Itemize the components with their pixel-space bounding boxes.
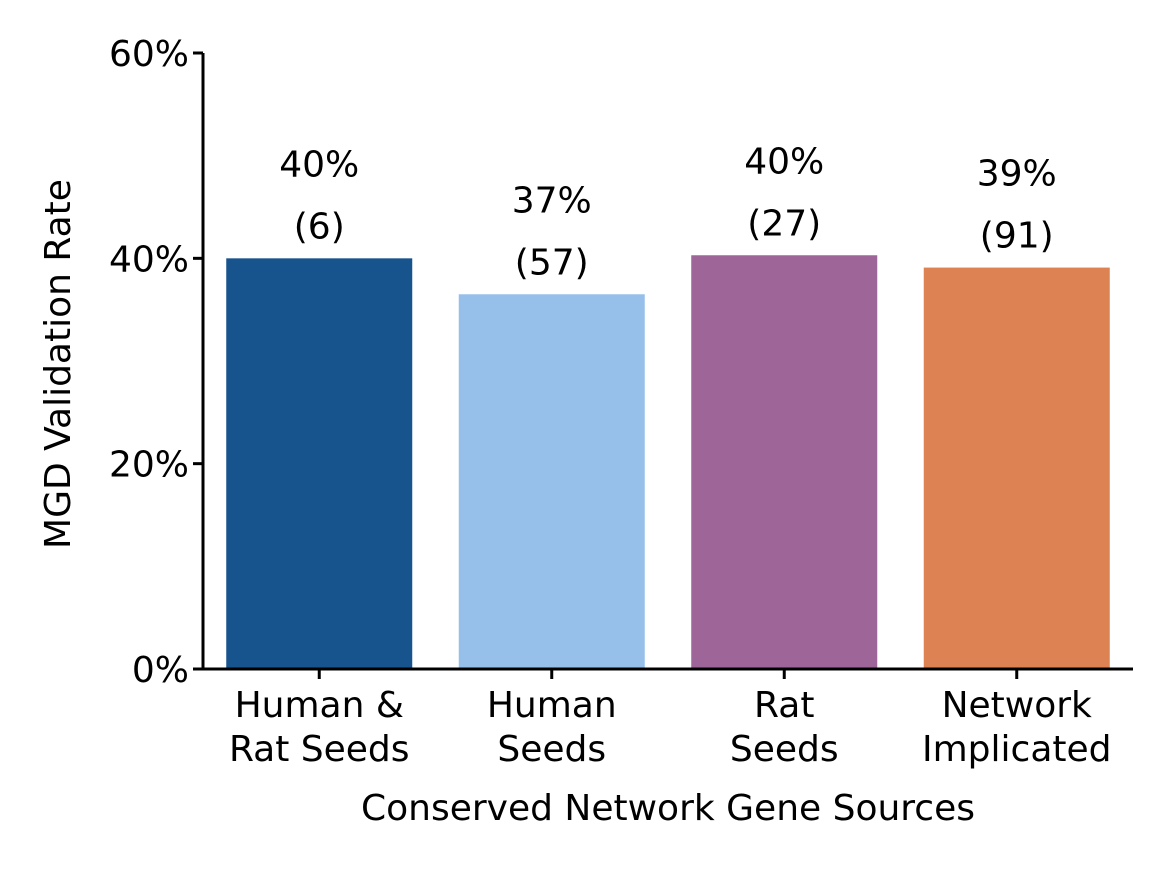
bar — [923, 267, 1110, 669]
y-tick-label: 0% — [132, 650, 189, 691]
x-tick-label: Human — [487, 685, 617, 726]
x-axis-title: Conserved Network Gene Sources — [361, 788, 975, 829]
y-axis-title: MGD Validation Rate — [38, 179, 79, 549]
bar — [458, 294, 645, 669]
bar-value-label: 39% — [977, 154, 1057, 195]
bar-value-label: 40% — [744, 141, 824, 182]
x-tick-label: Rat — [754, 685, 814, 726]
y-tick-label: 40% — [109, 239, 189, 280]
x-tick-label: Network — [942, 685, 1092, 726]
y-axis: 0% 20% 40% 60% — [109, 34, 205, 691]
x-axis: Human &Rat SeedsHumanSeedsRatSeedsNetwor… — [201, 667, 1133, 770]
y-tick-label: 60% — [109, 34, 189, 75]
bar-count-label: (57) — [515, 242, 589, 283]
x-tick-label: Seeds — [497, 729, 606, 770]
bar-count-label: (27) — [747, 203, 821, 244]
bar — [691, 255, 878, 669]
x-tick-label: Implicated — [922, 729, 1112, 770]
x-tick-label: Rat Seeds — [229, 729, 410, 770]
bar-count-label: (6) — [294, 206, 345, 247]
bar-value-label: 40% — [279, 144, 359, 185]
x-tick-label: Seeds — [730, 729, 839, 770]
bars-group — [226, 255, 1110, 669]
value-labels-group: (6) 40% (57) 37% (27) 40% (91) 39% — [279, 141, 1057, 283]
y-tick-label: 20% — [109, 445, 189, 486]
bar — [226, 258, 413, 669]
bar-value-label: 37% — [512, 180, 592, 221]
bar-count-label: (91) — [980, 216, 1054, 257]
x-tick-label: Human & — [235, 685, 404, 726]
